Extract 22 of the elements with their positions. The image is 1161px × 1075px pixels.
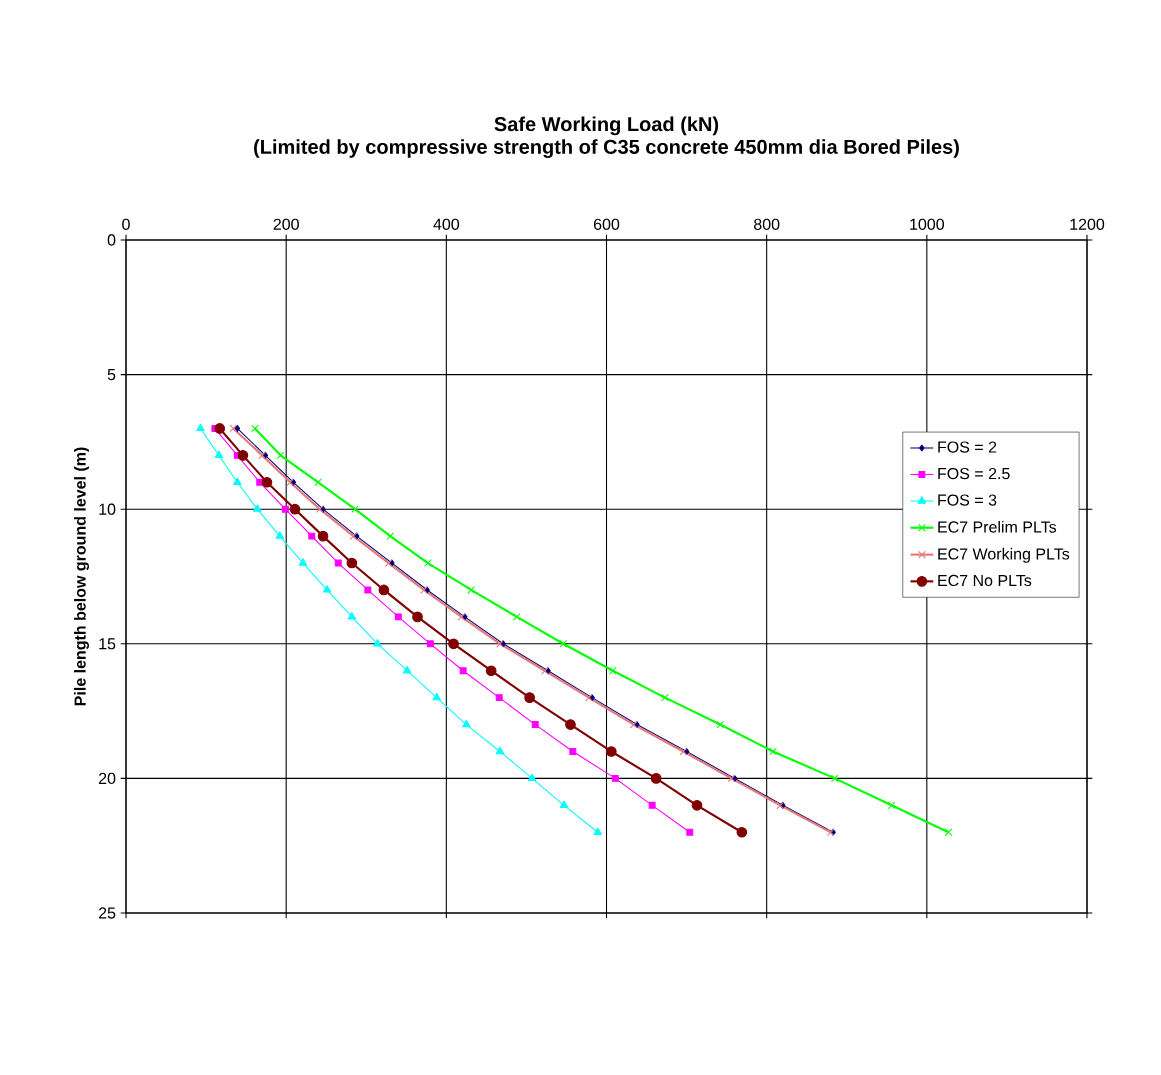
legend-label: FOS = 2 [938, 441, 997, 453]
y-tick-label: 0 [107, 234, 116, 246]
x-tick-label: 200 [273, 218, 299, 230]
legend-label: EC7 Prelim PLTs [938, 520, 1057, 533]
x-tick-label: 0 [122, 218, 130, 230]
x-tick-label: 800 [754, 218, 780, 230]
y-tick-label: 10 [99, 503, 116, 515]
legend-label: FOS = 3 [938, 494, 997, 506]
y-tick-label: 25 [98, 907, 116, 919]
y-tick-label: 5 [107, 369, 116, 381]
y-tick-label: 15 [99, 638, 116, 650]
chart-subtitle: (Limited by compressive strength of C35 concrete 450mm dia Bored Piles) [254, 139, 959, 158]
x-tick-label: 400 [433, 218, 460, 230]
y-axis-title: Pile length below ground level (m) [74, 447, 90, 706]
legend-label: FOS = 2.5 [938, 467, 1010, 480]
legend-label: EC7 Working PLTs [938, 547, 1070, 563]
x-tick-label: 1200 [1070, 218, 1105, 230]
x-tick-label: 600 [593, 218, 620, 230]
y-tick-label: 20 [98, 772, 116, 785]
chart-title: Safe Working Load (kN) [494, 116, 719, 136]
x-tick-label: 1000 [910, 218, 945, 230]
legend-label: EC7 No PLTs [938, 574, 1032, 587]
